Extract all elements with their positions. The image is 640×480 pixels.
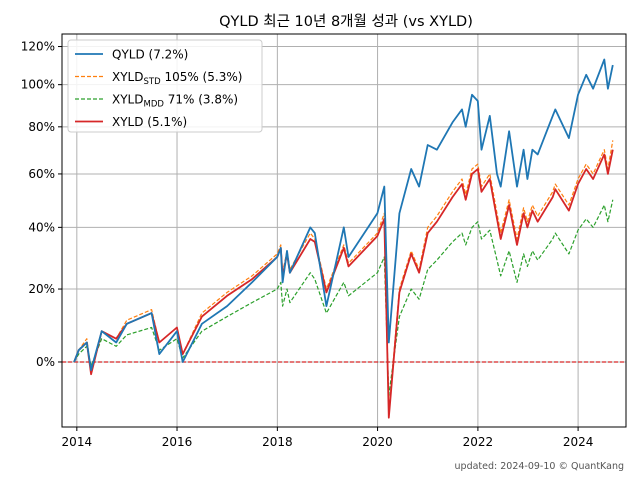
legend-label: XYLDMDD 71% (3.8%)	[112, 93, 238, 110]
legend-label-subscript: STD	[143, 77, 161, 87]
legend-label-base: QYLD	[112, 48, 145, 62]
x-tick-label: 2014	[62, 435, 93, 449]
series-line-1	[73, 58, 614, 371]
series-line-2	[73, 140, 614, 414]
y-tick-label: 20%	[28, 282, 55, 296]
plot-frame	[61, 33, 627, 428]
legend-label-base: XYLD	[112, 70, 143, 84]
x-tick-label: 2016	[162, 435, 193, 449]
legend-label-rest: (5.1%)	[143, 115, 187, 129]
legend-label-rest: (7.2%)	[145, 48, 189, 62]
legend-label-rest: 71% (3.8%)	[164, 93, 238, 107]
legend: QYLD (7.2%)XYLDSTD 105% (5.3%)XYLDMDD 71…	[67, 39, 263, 133]
series-lines	[73, 58, 614, 419]
x-tick-label: 2018	[262, 435, 293, 449]
footer-note: updated: 2024-09-10 © QuantKang	[455, 461, 624, 472]
y-tick-label: 120%	[21, 40, 55, 54]
y-tick-label: 0%	[36, 355, 55, 369]
chart-title: QYLD 최근 10년 8개월 성과 (vs XYLD)	[219, 13, 473, 30]
y-tick-label: 80%	[28, 120, 55, 134]
x-tick-label: 2022	[463, 435, 494, 449]
legend-label: XYLD (5.1%)	[112, 115, 187, 129]
legend-box	[67, 39, 263, 133]
legend-label-subscript: MDD	[143, 100, 164, 110]
y-tick-label: 40%	[28, 220, 55, 234]
axis-ticks: 2014 2016 2018 2020 2022 2024 0% 20% 40% 60% 80% 10…	[21, 40, 594, 449]
legend-label-base: XYLD	[112, 93, 143, 107]
x-tick-label: 2020	[362, 435, 393, 449]
x-tick-label: 2024	[563, 435, 594, 449]
series-line-3	[73, 199, 614, 396]
y-tick-label: 100%	[21, 78, 55, 92]
legend-label: XYLDSTD 105% (5.3%)	[112, 70, 242, 87]
legend-label: QYLD (7.2%)	[112, 48, 188, 62]
y-tick-label: 60%	[28, 167, 55, 181]
legend-label-rest: 105% (5.3%)	[161, 70, 243, 84]
legend-label-base: XYLD	[112, 115, 143, 129]
